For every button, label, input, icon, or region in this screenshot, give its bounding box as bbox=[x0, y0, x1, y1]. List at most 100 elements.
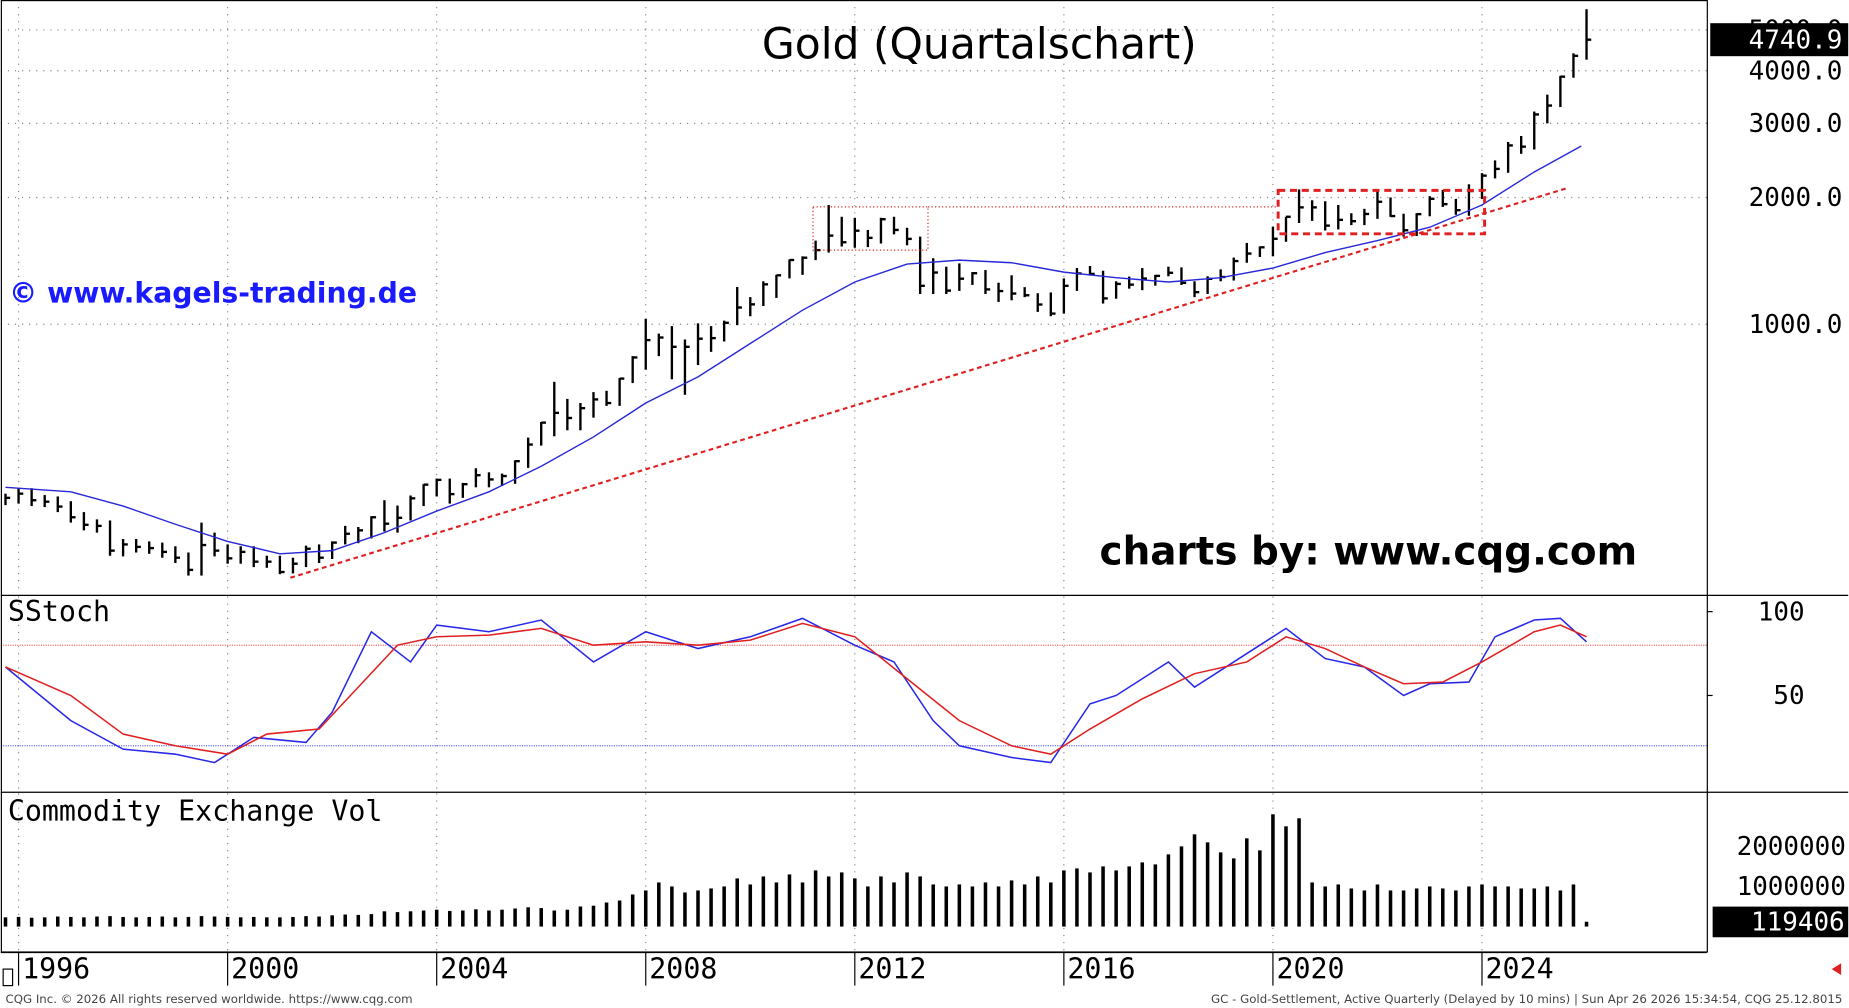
volume-bar bbox=[1258, 850, 1262, 927]
volume-bar bbox=[866, 886, 870, 927]
volume-bar bbox=[513, 908, 517, 927]
volume-bar bbox=[526, 907, 530, 927]
volume-bar bbox=[931, 884, 935, 927]
volume-bar bbox=[670, 886, 674, 927]
volume-bar bbox=[643, 890, 648, 927]
x-tick-label: 2016 bbox=[1067, 952, 1135, 985]
volume-bar bbox=[1545, 886, 1550, 927]
x-tick-label: 1996 bbox=[22, 952, 90, 985]
volume-bar bbox=[160, 916, 165, 927]
volume-bar bbox=[1362, 890, 1367, 927]
volume-bar bbox=[1349, 888, 1354, 927]
volume-bar bbox=[1022, 884, 1027, 927]
volume-bar bbox=[82, 917, 86, 927]
volume-bar bbox=[1245, 838, 1249, 927]
volume-bar bbox=[1375, 884, 1380, 927]
volume-bar bbox=[604, 902, 609, 927]
volume-bar bbox=[1101, 866, 1105, 927]
y-tick-label: 2000.0 bbox=[1749, 183, 1843, 213]
volume-bar bbox=[421, 910, 426, 927]
volume-bar bbox=[1035, 876, 1040, 927]
volume-bar bbox=[918, 876, 922, 927]
credit: charts by: www.cqg.com bbox=[1100, 530, 1638, 575]
volume-bar bbox=[1218, 852, 1223, 927]
volume-bar bbox=[251, 916, 256, 927]
volume-bar bbox=[55, 916, 60, 927]
volume-bar bbox=[487, 910, 491, 927]
volume-bar bbox=[304, 916, 308, 927]
volume-bar bbox=[108, 916, 112, 927]
volume-bar bbox=[447, 910, 452, 927]
volume-bar bbox=[1571, 884, 1576, 927]
volume-bar bbox=[212, 916, 217, 927]
volume-bar bbox=[683, 892, 687, 927]
zone bbox=[812, 206, 929, 251]
volume-bar bbox=[657, 882, 661, 927]
volume-bar bbox=[996, 886, 1001, 927]
volume-bar bbox=[1271, 814, 1275, 927]
volume-bar bbox=[1153, 864, 1158, 927]
volume-bar bbox=[800, 882, 805, 927]
volume-bar bbox=[944, 886, 949, 927]
volume-bar bbox=[879, 876, 883, 927]
volume-bar bbox=[1179, 846, 1184, 927]
volume-bar bbox=[69, 916, 73, 927]
volume-bar bbox=[1231, 858, 1236, 927]
volume-bar bbox=[983, 882, 988, 927]
axis: 1000.02000.03000.04000.05000.04740.95010… bbox=[17, 16, 1849, 986]
volume-bar bbox=[317, 916, 321, 927]
arrow-icon[interactable] bbox=[1831, 963, 1842, 975]
last-volume-label: 119406 bbox=[1751, 908, 1845, 938]
volume-bar bbox=[1140, 862, 1145, 927]
volume-bar bbox=[461, 910, 465, 927]
volume-bar bbox=[957, 884, 962, 927]
volume-bar bbox=[722, 886, 726, 927]
volume-bar bbox=[565, 909, 570, 927]
volume-bar bbox=[3, 917, 8, 927]
volume-bar bbox=[42, 917, 47, 927]
moving-average bbox=[5, 145, 1582, 555]
volume-bar bbox=[1336, 884, 1341, 927]
volume-bar bbox=[905, 872, 909, 927]
footer-left: CQG Inc. © 2026 All rights reserved worl… bbox=[6, 992, 413, 1006]
y-tick-label: 1000.0 bbox=[1749, 310, 1843, 340]
volume-bar bbox=[1009, 880, 1014, 927]
volume-bar bbox=[970, 886, 975, 927]
volume-bar bbox=[1323, 886, 1327, 927]
volume-bar bbox=[173, 917, 178, 927]
volume-bar bbox=[1310, 882, 1314, 927]
volume-bar bbox=[1467, 886, 1471, 927]
volume-bar bbox=[395, 912, 400, 927]
volume-bar bbox=[369, 914, 374, 927]
volume-bar bbox=[696, 890, 700, 927]
volume-bar bbox=[1558, 890, 1563, 927]
volume-bar bbox=[225, 916, 230, 927]
scroll-handle[interactable] bbox=[2, 968, 14, 987]
last-price-box bbox=[1710, 23, 1849, 57]
last-price-label: 4740.9 bbox=[1749, 25, 1843, 55]
volume-bar bbox=[147, 916, 151, 927]
x-tick-label: 2024 bbox=[1486, 952, 1554, 985]
volume-bar bbox=[1192, 834, 1197, 927]
volume-bar bbox=[1532, 888, 1537, 927]
volume-bar bbox=[1114, 870, 1118, 927]
volume-bar bbox=[1205, 842, 1210, 927]
y-tick-label: 4000.0 bbox=[1749, 56, 1843, 86]
volume-bar bbox=[121, 916, 125, 927]
volume-bar bbox=[1480, 884, 1484, 927]
volume-bar bbox=[853, 878, 857, 927]
volume-bar bbox=[1388, 890, 1393, 927]
volume-bar bbox=[1454, 890, 1458, 927]
volume-bar bbox=[356, 914, 361, 927]
volume-bar bbox=[199, 916, 204, 927]
volume-bar bbox=[1166, 854, 1171, 927]
footer-right: GC - Gold-Settlement, Active Quarterly (… bbox=[1211, 992, 1842, 1007]
volume-bar bbox=[500, 909, 504, 927]
volume-bar bbox=[16, 916, 21, 927]
stoch-line bbox=[5, 617, 1588, 764]
volume-bar bbox=[748, 884, 753, 927]
volume-bar bbox=[238, 917, 243, 927]
volume-bar bbox=[1493, 886, 1497, 927]
